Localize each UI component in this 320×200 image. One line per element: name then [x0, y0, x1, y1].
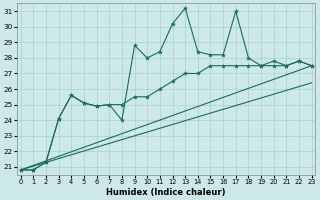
X-axis label: Humidex (Indice chaleur): Humidex (Indice chaleur) — [107, 188, 226, 197]
